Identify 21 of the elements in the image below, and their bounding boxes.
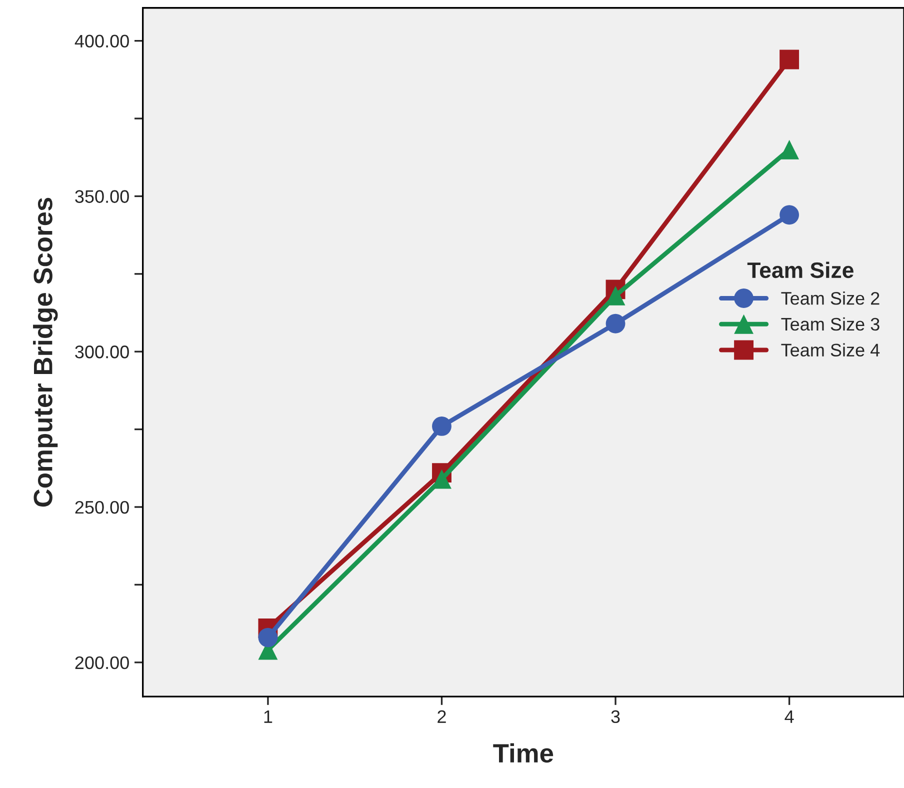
- point: [780, 205, 800, 225]
- point: [780, 140, 800, 160]
- legend-label: Team Size 4: [781, 343, 880, 356]
- x-tick-label: 2: [438, 710, 446, 723]
- x-axis-title: Time: [493, 743, 554, 763]
- legend-title: Team Size: [747, 262, 854, 278]
- legend-label: Team Size 2: [781, 292, 880, 305]
- y-tick-label: 200.00: [75, 656, 129, 670]
- y-axis-title: Computer Bridge Scores: [33, 198, 58, 507]
- y-tick-label: 350.00: [75, 190, 129, 203]
- x-tick-label: 3: [611, 710, 620, 724]
- x-tick-label: 4: [784, 710, 794, 723]
- point: [432, 416, 452, 436]
- point: [258, 628, 278, 648]
- y-tick-label: 400.00: [74, 34, 129, 48]
- point: [780, 50, 800, 70]
- y-tick-label: 300.00: [75, 346, 129, 358]
- x-tick-label: 1: [264, 710, 272, 723]
- point: [606, 314, 626, 334]
- y-tick-label: 250.00: [75, 500, 129, 514]
- legend-label: Team Size 3: [781, 317, 880, 331]
